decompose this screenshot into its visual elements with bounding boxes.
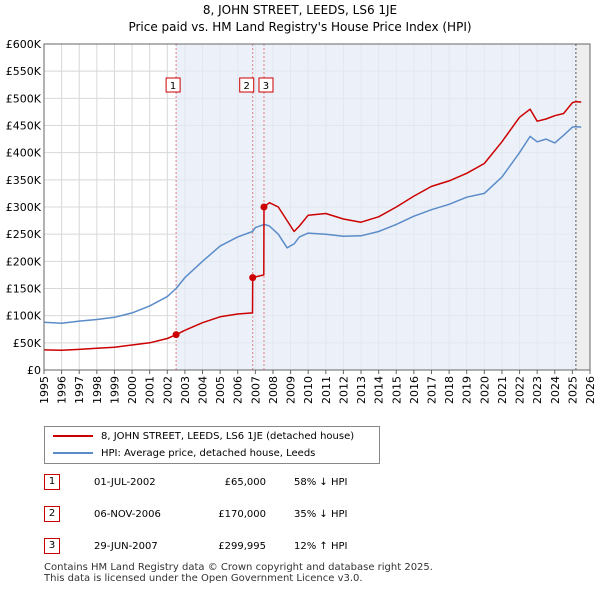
chart-title-block: 8, JOHN STREET, LEEDS, LS6 1JE Price pai… — [0, 2, 600, 36]
y-tick-label: £0 — [27, 364, 41, 377]
footer-copyright: Contains HM Land Registry data © Crown c… — [44, 562, 433, 573]
x-tick-label: 2000 — [126, 376, 139, 404]
y-tick-label: £550K — [6, 65, 42, 78]
legend-item-hpi: HPI: Average price, detached house, Leed… — [53, 446, 315, 462]
y-tick-label: £50K — [13, 337, 42, 350]
chart-title: 8, JOHN STREET, LEEDS, LS6 1JE — [202, 3, 398, 17]
transaction-hpi-diff: 35% ↓ HPI — [294, 509, 348, 520]
x-tick-label: 2017 — [425, 376, 438, 404]
sale-period-shading — [175, 44, 590, 370]
x-tick-label: 2006 — [232, 376, 245, 404]
sale-point — [260, 203, 268, 211]
transaction-price: £299,995 — [218, 541, 266, 552]
x-tick-label: 2011 — [320, 376, 333, 404]
x-tick-label: 2023 — [531, 376, 544, 404]
x-tick-label: 2024 — [549, 376, 562, 404]
chart-subtitle: Price paid vs. HM Land Registry's House … — [128, 20, 472, 34]
x-tick-label: 2019 — [461, 376, 474, 404]
x-tick-label: 2021 — [496, 376, 509, 404]
forecast-region — [575, 44, 590, 370]
y-tick-label: £450K — [6, 120, 42, 133]
sale-label-box — [258, 77, 274, 93]
x-tick-label: 2008 — [267, 376, 280, 404]
x-tick-label: 2026 — [584, 376, 597, 404]
y-tick-label: £250K — [6, 228, 42, 241]
sale-label-text: 3 — [263, 81, 269, 92]
sale-label-text: 1 — [170, 81, 176, 92]
legend-swatch-hpi — [53, 452, 93, 454]
y-tick-label: £350K — [6, 174, 42, 187]
legend: 8, JOHN STREET, LEEDS, LS6 1JE (detached… — [44, 426, 380, 464]
y-tick-label: £200K — [6, 255, 42, 268]
x-tick-label: 2015 — [390, 376, 403, 404]
x-tick-label: 2003 — [179, 376, 192, 404]
transaction-date: 01-JUL-2002 — [94, 477, 156, 488]
transaction-date: 29-JUN-2007 — [94, 541, 158, 552]
x-tick-label: 2009 — [285, 376, 298, 404]
x-tick-label: 2004 — [197, 376, 210, 404]
x-tick-label: 2025 — [566, 376, 579, 404]
x-tick-label: 1998 — [91, 376, 104, 404]
series-line — [43, 125, 582, 325]
transaction-number-badge: 3 — [44, 538, 60, 554]
post-sale-shade — [176, 44, 576, 370]
x-tick-label: 2007 — [249, 376, 262, 404]
sale-markers: 1 2 3 — [165, 77, 274, 339]
y-tick-label: £600K — [6, 38, 42, 51]
y-tick-label: £150K — [6, 283, 42, 296]
footer-licence: This data is licensed under the Open Gov… — [44, 573, 363, 584]
legend-label-property: 8, JOHN STREET, LEEDS, LS6 1JE (detached… — [101, 431, 355, 442]
transaction-price: £65,000 — [224, 477, 266, 488]
series-line — [43, 100, 582, 351]
x-tick-label: 2022 — [514, 376, 527, 404]
transaction-number-badge: 2 — [44, 506, 60, 522]
transaction-number-badge: 1 — [44, 474, 60, 490]
x-tick-label: 2002 — [161, 376, 174, 404]
x-tick-label: 2012 — [337, 376, 350, 404]
sale-point — [249, 274, 257, 282]
x-tick-label: 1999 — [108, 376, 121, 404]
y-tick-label: £400K — [6, 147, 42, 160]
x-tick-label: 2001 — [144, 376, 157, 404]
sale-label-box — [239, 77, 255, 93]
series-lines — [43, 100, 582, 351]
y-tick-label: £100K — [6, 310, 42, 323]
sale-label-text: 2 — [244, 81, 250, 92]
y-tick-label: £500K — [6, 92, 42, 105]
footer-attribution: Contains HM Land Registry data © Crown c… — [44, 562, 433, 584]
sale-point — [172, 331, 180, 339]
legend-label-hpi: HPI: Average price, detached house, Leed… — [101, 448, 316, 459]
transaction-hpi-diff: 58% ↓ HPI — [294, 477, 348, 488]
x-tick-label: 2016 — [408, 376, 421, 404]
x-tick-label: 2014 — [373, 376, 386, 404]
x-tick-label: 2018 — [443, 376, 456, 404]
transaction-price: £170,000 — [218, 509, 266, 520]
x-tick-label: 1997 — [73, 376, 86, 404]
x-tick-label: 2010 — [302, 376, 315, 404]
axes: £0 £50K £100K £150K £200K £250K £300K £350K £400… — [6, 38, 597, 404]
x-tick-label: 2020 — [478, 376, 491, 404]
x-tick-label: 1995 — [38, 376, 51, 404]
sale-label-box — [165, 77, 181, 93]
plot-frame — [43, 43, 591, 371]
price-chart: 1 2 3 £0 £50K £100K £150K £200K £250K £300K £350K… — [6, 38, 597, 404]
transaction-date: 06-NOV-2006 — [94, 509, 161, 520]
legend-swatch-property — [53, 435, 93, 437]
x-tick-label: 2005 — [214, 376, 227, 404]
transaction-hpi-diff: 12% ↑ HPI — [294, 541, 348, 552]
x-tick-label: 2013 — [355, 376, 368, 404]
transaction-row: 3 29-JUN-2007 £299,995 12% ↑ HPI — [44, 538, 384, 556]
transaction-row: 1 01-JUL-2002 £65,000 58% ↓ HPI — [44, 474, 384, 492]
x-tick-label: 1996 — [56, 376, 69, 404]
transaction-row: 2 06-NOV-2006 £170,000 35% ↓ HPI — [44, 506, 384, 524]
y-tick-label: £300K — [6, 201, 42, 214]
legend-item-property: 8, JOHN STREET, LEEDS, LS6 1JE (detached… — [53, 429, 354, 445]
